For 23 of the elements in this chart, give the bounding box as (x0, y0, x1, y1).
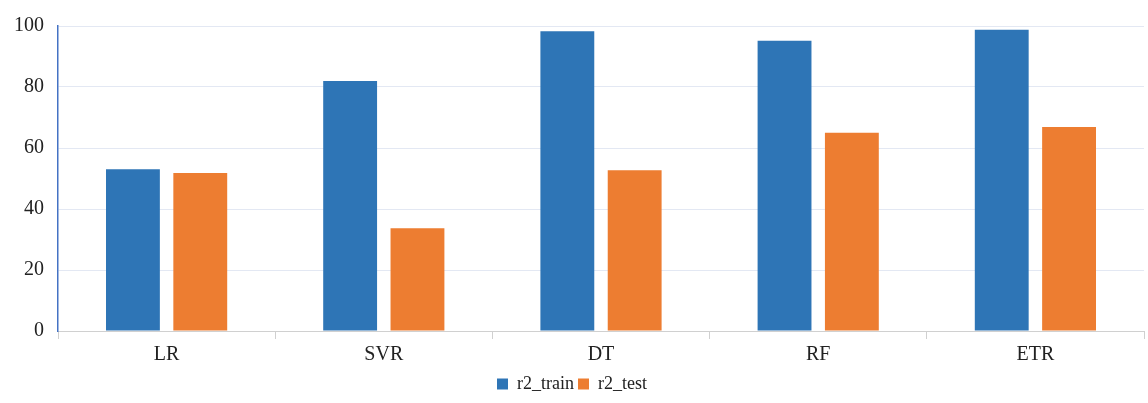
bar (323, 80, 378, 331)
y-tick-label: 0 (34, 318, 44, 341)
x-tick-label: SVR (364, 342, 404, 365)
bar (173, 173, 228, 331)
y-tick-label: 100 (14, 13, 44, 36)
legend-label: r2_train (517, 372, 574, 393)
bar (390, 228, 445, 331)
y-tick-label: 80 (24, 74, 44, 97)
y-tick-label: 20 (24, 257, 44, 280)
bar (106, 169, 160, 331)
x-tick-label: LR (153, 342, 181, 365)
bar (974, 29, 1029, 331)
y-tick-label: 60 (24, 135, 44, 158)
x-tick-label: RF (805, 342, 831, 365)
bar (540, 31, 595, 331)
x-tick-label: ETR (1016, 342, 1055, 365)
x-tick-label: DT (587, 342, 615, 365)
bar (1042, 126, 1096, 331)
bar (607, 170, 662, 331)
bar (824, 132, 879, 331)
bar (757, 40, 812, 331)
y-tick-label: 40 (24, 196, 44, 219)
legend-label: r2_test (597, 372, 647, 393)
